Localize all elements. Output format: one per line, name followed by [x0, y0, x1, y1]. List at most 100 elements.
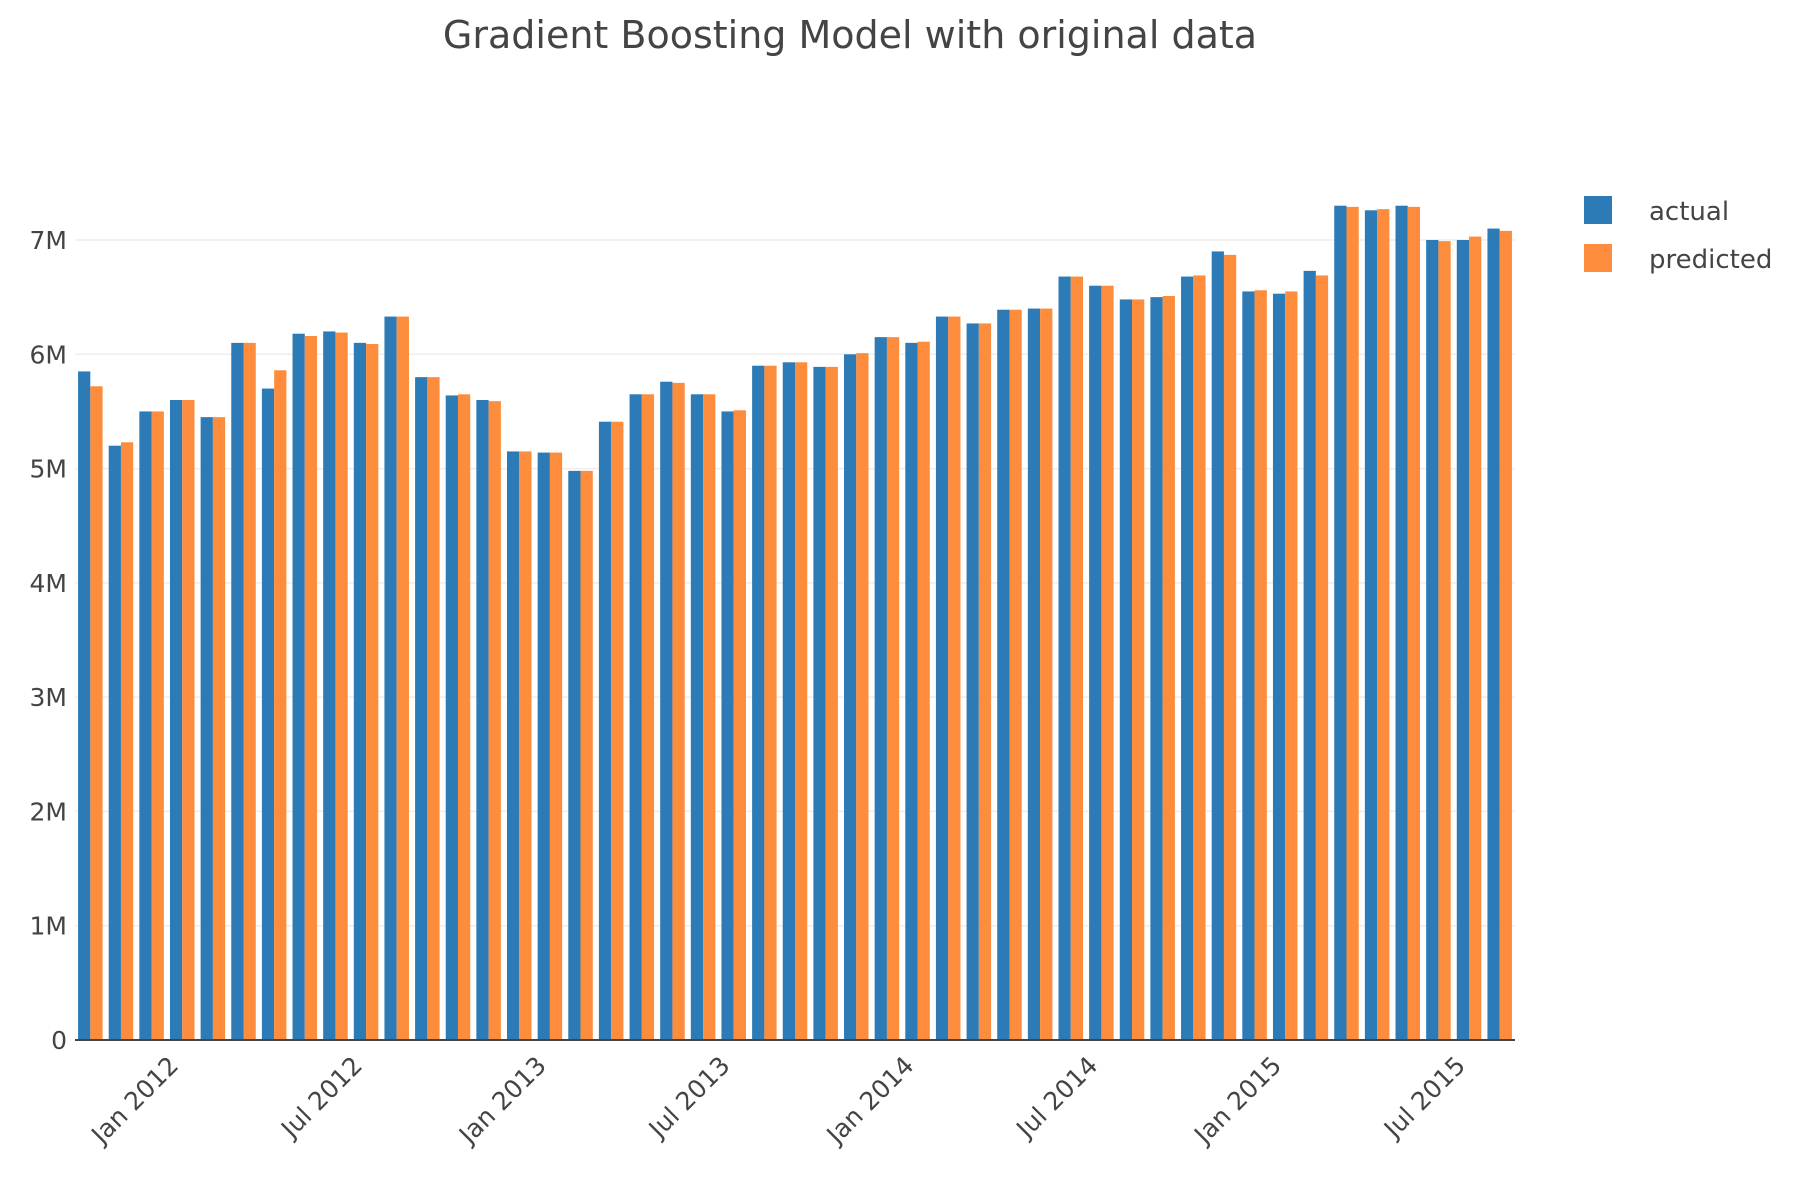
bar-actual[interactable] — [629, 394, 642, 1040]
bar-predicted[interactable] — [396, 316, 409, 1040]
bar-actual[interactable] — [537, 452, 550, 1040]
bar-actual[interactable] — [1487, 228, 1500, 1040]
bar-actual[interactable] — [507, 451, 520, 1040]
bar-predicted[interactable] — [519, 451, 532, 1040]
bar-actual[interactable] — [1058, 276, 1071, 1040]
bar-actual[interactable] — [1272, 293, 1286, 1041]
bar-predicted[interactable] — [641, 394, 655, 1040]
bar-actual[interactable] — [1242, 291, 1255, 1040]
bar-predicted[interactable] — [1223, 254, 1237, 1041]
bar-actual[interactable] — [598, 421, 612, 1041]
bar-predicted[interactable] — [764, 365, 777, 1041]
bar-predicted[interactable] — [335, 332, 348, 1040]
bar-predicted[interactable] — [580, 470, 593, 1040]
bar-predicted[interactable] — [488, 401, 501, 1040]
y-tick-label: 6M — [30, 340, 67, 369]
bar-actual[interactable] — [231, 342, 244, 1040]
bar-predicted[interactable] — [795, 362, 808, 1040]
bar-actual[interactable] — [782, 362, 795, 1040]
bar-actual[interactable] — [1303, 270, 1316, 1040]
bar-actual[interactable] — [1181, 276, 1194, 1040]
bar-actual[interactable] — [721, 411, 734, 1040]
bar-predicted[interactable] — [212, 417, 226, 1040]
bar-actual[interactable] — [139, 411, 152, 1040]
bars — [78, 205, 1512, 1041]
bar-predicted[interactable] — [1070, 276, 1083, 1040]
bar-actual[interactable] — [874, 337, 887, 1040]
bar-actual[interactable] — [292, 333, 305, 1041]
bar-predicted[interactable] — [886, 337, 900, 1040]
bar-actual[interactable] — [200, 417, 213, 1040]
legend-item-predicted[interactable]: predicted — [1584, 244, 1772, 275]
bar-predicted[interactable] — [856, 353, 869, 1040]
bar-actual[interactable] — [169, 400, 183, 1040]
bar-actual[interactable] — [384, 316, 397, 1040]
bar-actual[interactable] — [415, 377, 428, 1040]
bar-actual[interactable] — [353, 342, 367, 1040]
bar-predicted[interactable] — [427, 377, 440, 1040]
legend: actual predicted — [1584, 196, 1772, 275]
bar-predicted[interactable] — [1407, 206, 1421, 1041]
bar-predicted[interactable] — [304, 336, 318, 1040]
bar-predicted[interactable] — [1315, 275, 1329, 1040]
bar-predicted[interactable] — [1499, 230, 1512, 1041]
bar-actual[interactable] — [844, 354, 857, 1040]
bar-actual[interactable] — [1119, 299, 1133, 1040]
bar-actual[interactable] — [1211, 251, 1224, 1040]
bar-actual[interactable] — [1150, 297, 1163, 1040]
bar-predicted[interactable] — [611, 421, 624, 1041]
bar-predicted[interactable] — [703, 394, 716, 1040]
bar-actual[interactable] — [1089, 285, 1102, 1041]
bar-actual[interactable] — [660, 381, 673, 1041]
legend-item-actual[interactable]: actual — [1584, 196, 1729, 227]
bar-actual[interactable] — [997, 309, 1010, 1041]
bar-actual[interactable] — [1426, 240, 1439, 1040]
bar-actual[interactable] — [1456, 240, 1470, 1040]
bar-actual[interactable] — [813, 366, 826, 1040]
bar-predicted[interactable] — [1040, 308, 1053, 1040]
bar-predicted[interactable] — [1377, 209, 1390, 1040]
bar-actual[interactable] — [445, 395, 458, 1040]
bar-predicted[interactable] — [549, 452, 563, 1040]
bar-predicted[interactable] — [151, 411, 164, 1040]
bar-predicted[interactable] — [243, 342, 256, 1040]
bar-predicted[interactable] — [672, 382, 685, 1040]
bar-actual[interactable] — [905, 342, 918, 1040]
bar-predicted[interactable] — [978, 323, 992, 1040]
bar-actual[interactable] — [323, 331, 336, 1040]
bar-actual[interactable] — [568, 470, 581, 1040]
bar-predicted[interactable] — [1254, 290, 1267, 1040]
bar-actual[interactable] — [1395, 205, 1408, 1040]
bar-actual[interactable] — [1334, 205, 1347, 1040]
bar-predicted[interactable] — [733, 410, 746, 1040]
bar-predicted[interactable] — [90, 386, 103, 1040]
bar-predicted[interactable] — [1346, 206, 1359, 1041]
bar-actual[interactable] — [935, 316, 949, 1040]
bar-predicted[interactable] — [274, 370, 287, 1040]
bar-predicted[interactable] — [1285, 291, 1298, 1040]
bar-predicted[interactable] — [917, 341, 930, 1041]
bar-predicted[interactable] — [1438, 241, 1451, 1040]
bar-predicted[interactable] — [1132, 299, 1145, 1040]
bar-predicted[interactable] — [948, 316, 961, 1040]
bar-actual[interactable] — [1027, 308, 1041, 1040]
bar-actual[interactable] — [966, 323, 979, 1040]
bar-predicted[interactable] — [366, 344, 379, 1040]
bar-predicted[interactable] — [825, 366, 838, 1040]
bar-predicted[interactable] — [1162, 296, 1175, 1040]
bar-predicted[interactable] — [1101, 285, 1114, 1041]
bar-predicted[interactable] — [120, 442, 134, 1040]
bar-actual[interactable] — [1364, 210, 1378, 1041]
bar-actual[interactable] — [476, 400, 489, 1040]
bar-predicted[interactable] — [1469, 236, 1482, 1040]
bar-predicted[interactable] — [457, 394, 471, 1040]
bar-predicted[interactable] — [1009, 309, 1022, 1041]
bar-actual[interactable] — [261, 388, 275, 1040]
bar-actual[interactable] — [108, 445, 121, 1041]
bar-predicted[interactable] — [182, 400, 195, 1040]
bar-predicted[interactable] — [1193, 275, 1206, 1040]
bar-actual[interactable] — [78, 371, 91, 1040]
bar-actual[interactable] — [690, 394, 704, 1040]
bar-actual[interactable] — [752, 365, 765, 1041]
